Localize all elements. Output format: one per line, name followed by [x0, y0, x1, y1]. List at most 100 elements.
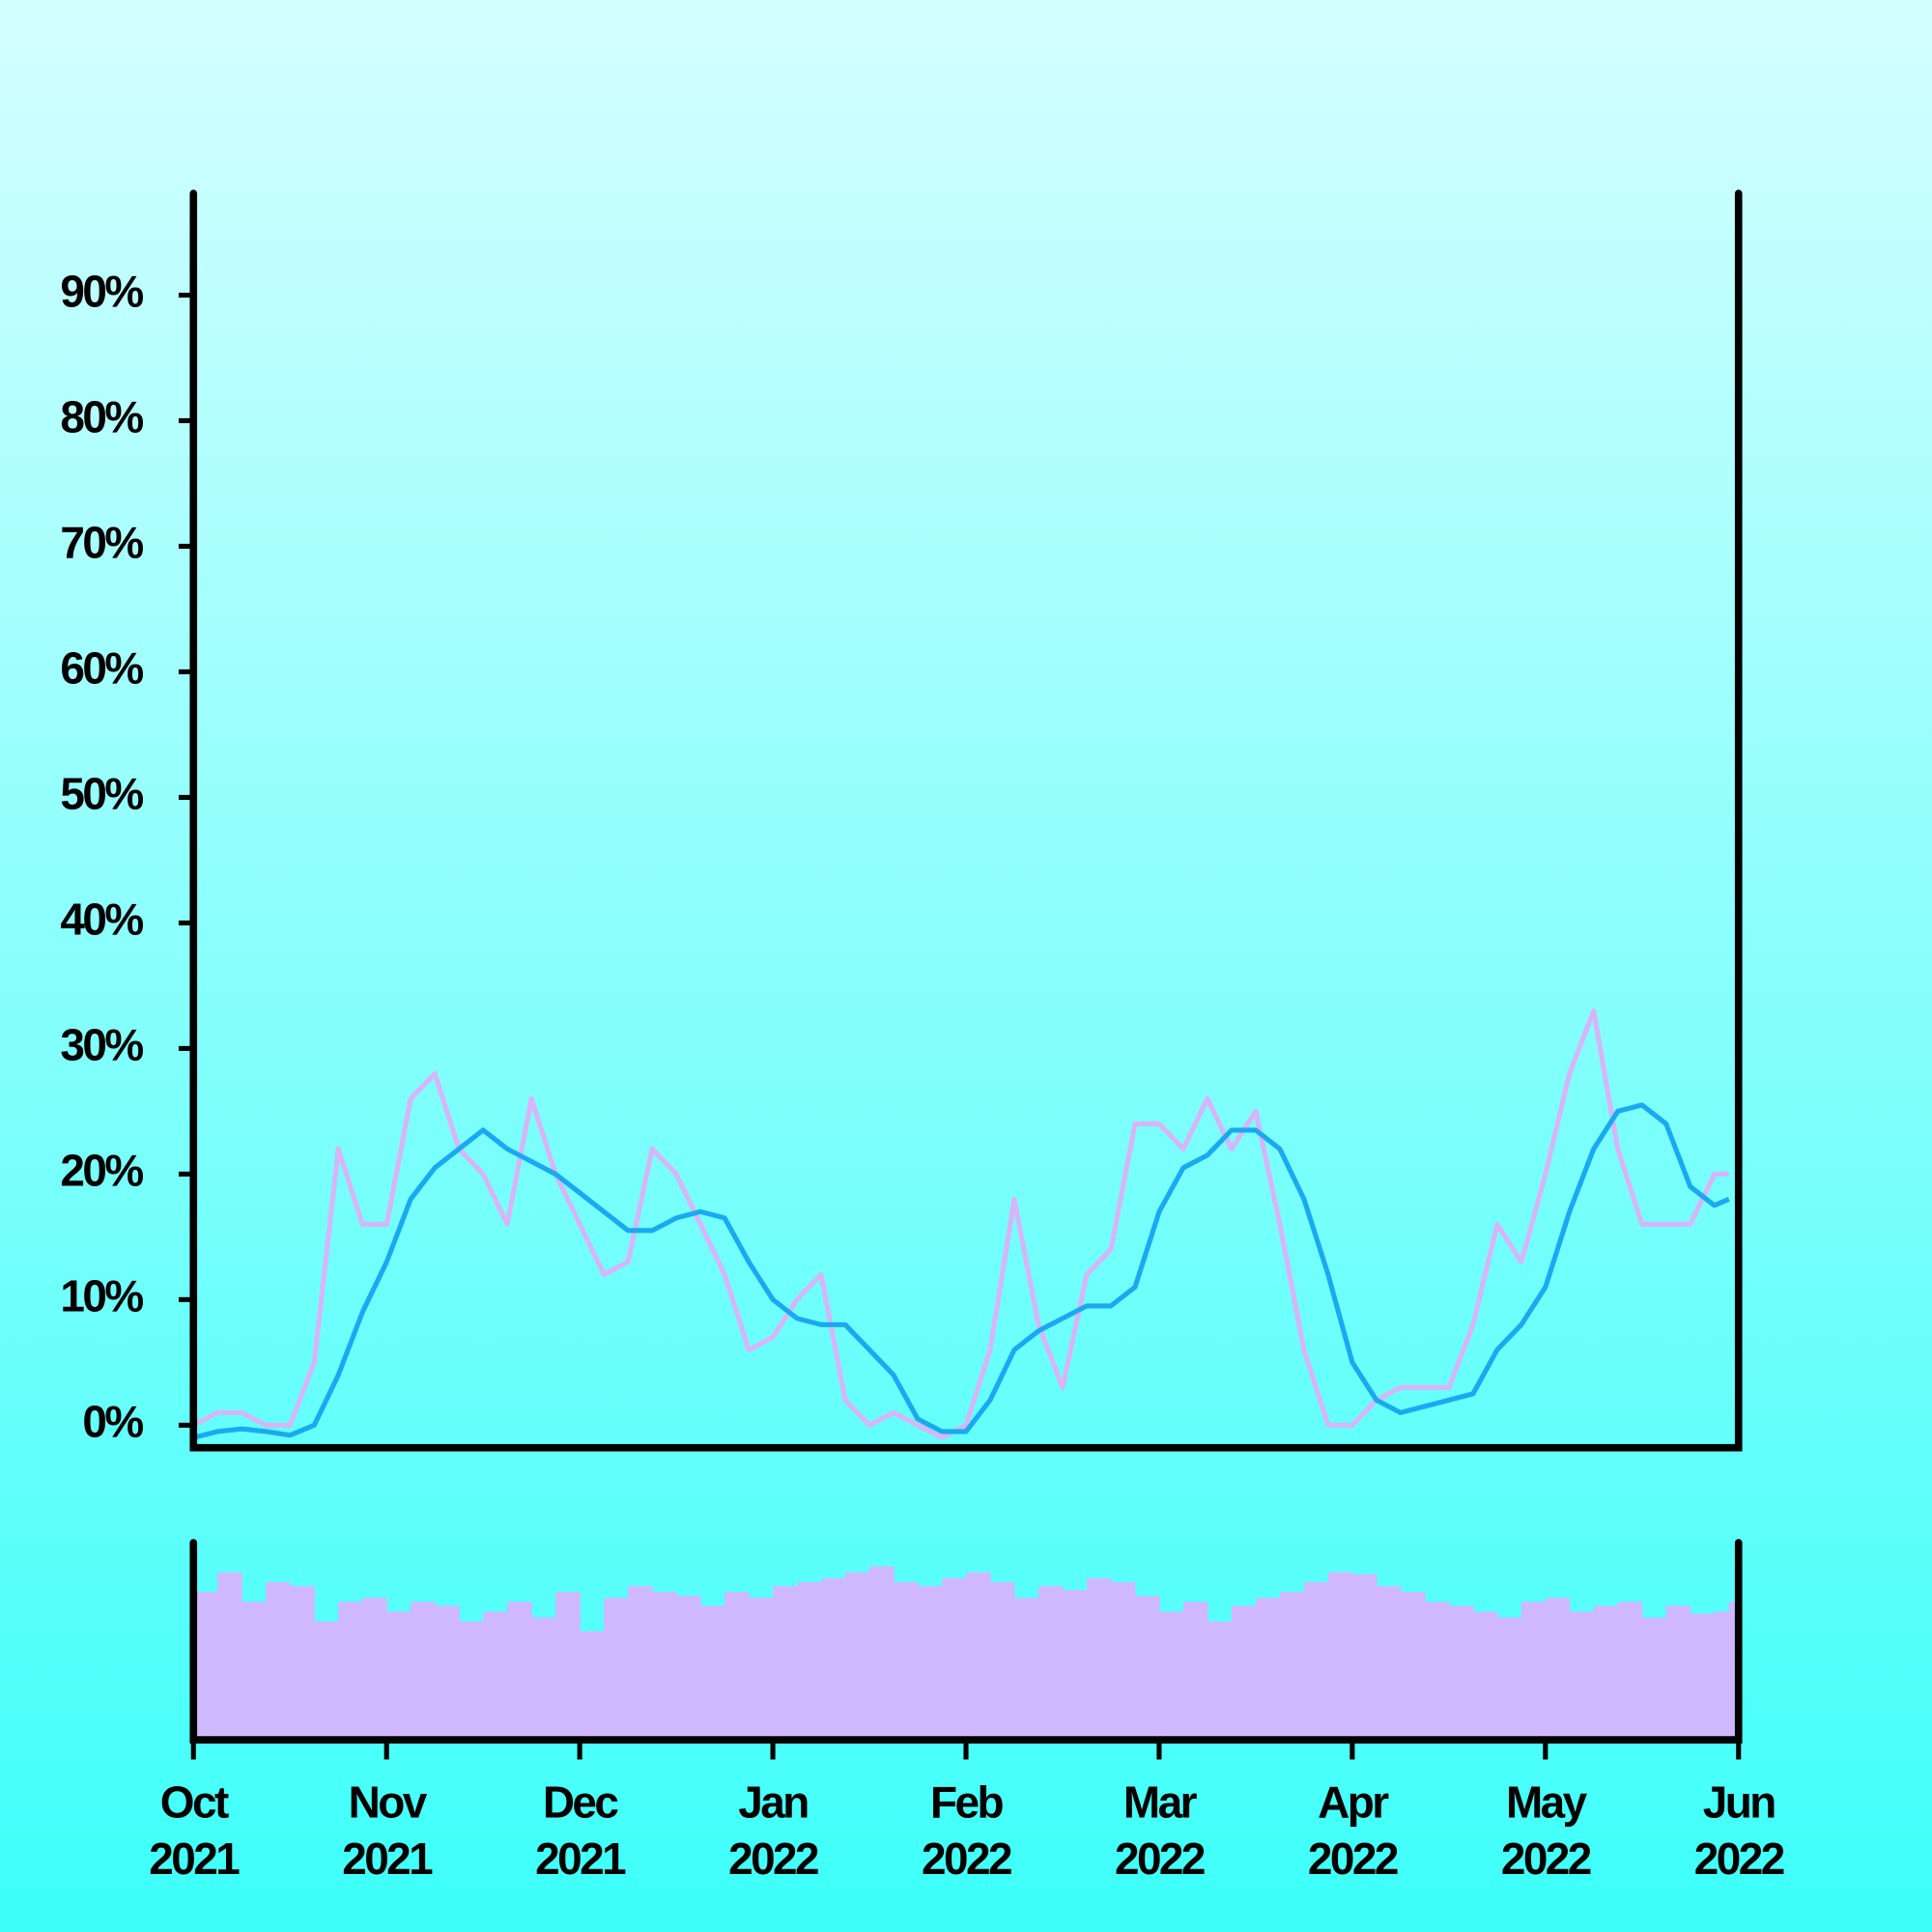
volume-bar [821, 1577, 846, 1741]
series-line [193, 1102, 1730, 1440]
volume-bar [1569, 1611, 1595, 1741]
volume-bar [724, 1591, 750, 1741]
volume-bar [1255, 1598, 1281, 1741]
volume-bar [483, 1611, 508, 1741]
y-tick-label: 90% [60, 267, 143, 317]
x-tick-label: Nov 2021 [342, 1776, 434, 1885]
volume-bar [1472, 1611, 1498, 1741]
volume-bar [386, 1611, 412, 1741]
volume-bar [749, 1598, 774, 1741]
volume-bar [290, 1585, 315, 1741]
volume-bar [1351, 1574, 1378, 1741]
x-tick-label-box: Jan 2022 [728, 1776, 820, 1885]
volume-bar [869, 1566, 895, 1741]
volume-bar [1714, 1611, 1730, 1741]
volume-bar [1303, 1581, 1329, 1741]
volume-bar [1496, 1617, 1522, 1741]
volume-frame [189, 1539, 1743, 1744]
volume-bar [1617, 1602, 1643, 1741]
volume-bar [531, 1617, 556, 1741]
y-tick-label: 10% [60, 1270, 143, 1321]
x-tick-label-box: Jun 2022 [1693, 1776, 1786, 1885]
volume-bar [918, 1585, 943, 1741]
volume-bar [1158, 1611, 1184, 1741]
x-tick-label-box: Dec 2021 [535, 1776, 627, 1885]
x-tick-label-box: Oct 2021 [149, 1776, 241, 1885]
x-tick-label: Jun 2022 [1693, 1776, 1786, 1885]
volume-bar [1665, 1605, 1691, 1741]
volume-bar [700, 1605, 725, 1741]
volume-bar [435, 1605, 460, 1741]
volume-bar [1231, 1605, 1257, 1741]
volume-bar [1400, 1591, 1426, 1741]
volume-bar [1037, 1585, 1064, 1741]
volume-bar [989, 1581, 1015, 1741]
y-tick-label: 80% [60, 392, 143, 442]
y-tick-label: 40% [60, 895, 143, 945]
volume-bar [338, 1602, 363, 1741]
x-tick-label: Oct 2021 [149, 1776, 241, 1885]
volume-bar [1593, 1605, 1619, 1741]
volume-bar [628, 1585, 653, 1741]
series-line [193, 1008, 1729, 1440]
volume-bar [1641, 1617, 1667, 1741]
volume-bar [1013, 1598, 1039, 1741]
x-tick-label-box: May 2022 [1500, 1776, 1593, 1885]
plot-area [193, 1008, 1730, 1440]
volume-bar [652, 1591, 677, 1741]
y-tick-label: 20% [60, 1145, 143, 1195]
volume-bar [1545, 1598, 1571, 1741]
volume-bar [1086, 1577, 1112, 1741]
volume-bar [1424, 1602, 1450, 1741]
volume-bar [1376, 1585, 1402, 1741]
x-tick-label: Apr 2022 [1307, 1776, 1400, 1885]
volume-bar [1690, 1613, 1716, 1741]
plot-frame [189, 189, 1743, 1452]
y-tick-label: 70% [60, 518, 143, 568]
volume-bar [193, 1591, 218, 1741]
y-tick-label: 50% [60, 769, 143, 819]
volume-bar [507, 1602, 532, 1741]
volume-bar [604, 1598, 629, 1741]
x-tick-label: Jan 2022 [728, 1776, 820, 1885]
volume-bar [242, 1602, 267, 1741]
volume-bar [1448, 1605, 1474, 1741]
x-tick-label-box: Mar 2022 [1114, 1776, 1207, 1885]
volume-bar [1207, 1621, 1233, 1741]
volume-bar [676, 1596, 701, 1741]
volume-bar [1110, 1581, 1136, 1741]
volume-bar [1520, 1602, 1547, 1741]
volume-bar [459, 1621, 484, 1741]
volume-bar [1279, 1591, 1305, 1741]
x-tick-label-box: Apr 2022 [1307, 1776, 1400, 1885]
volume-bar [797, 1581, 822, 1741]
volume-bar [314, 1621, 339, 1741]
volume-bar [217, 1572, 242, 1741]
x-tick-label: May 2022 [1500, 1776, 1593, 1885]
frames [189, 189, 1743, 1744]
volume-bar [894, 1581, 919, 1741]
x-tick-label-box: Nov 2021 [342, 1776, 434, 1885]
volume-bar [580, 1631, 605, 1741]
volume-bar [966, 1572, 991, 1741]
volume-bar [1327, 1572, 1353, 1741]
x-tick-label-box: Feb 2022 [922, 1776, 1013, 1885]
y-tick-label: 60% [60, 643, 143, 694]
volume-bar [411, 1602, 436, 1741]
volume-bar [555, 1591, 581, 1741]
volume-bar [1134, 1596, 1160, 1741]
x-tick-label: Dec 2021 [535, 1776, 627, 1885]
volume-bar [1062, 1589, 1088, 1741]
y-tick-label: 30% [60, 1020, 143, 1070]
volume-bar [362, 1598, 387, 1741]
volume-bar [1182, 1602, 1208, 1741]
x-tick-label: Mar 2022 [1114, 1776, 1207, 1885]
volume-bar [773, 1585, 798, 1741]
volume-bar [845, 1572, 870, 1741]
volume-bar [942, 1577, 967, 1741]
y-tick-label: 0% [82, 1396, 143, 1446]
volume-bar [1728, 1602, 1740, 1741]
x-tick-label: Feb 2022 [922, 1776, 1013, 1885]
